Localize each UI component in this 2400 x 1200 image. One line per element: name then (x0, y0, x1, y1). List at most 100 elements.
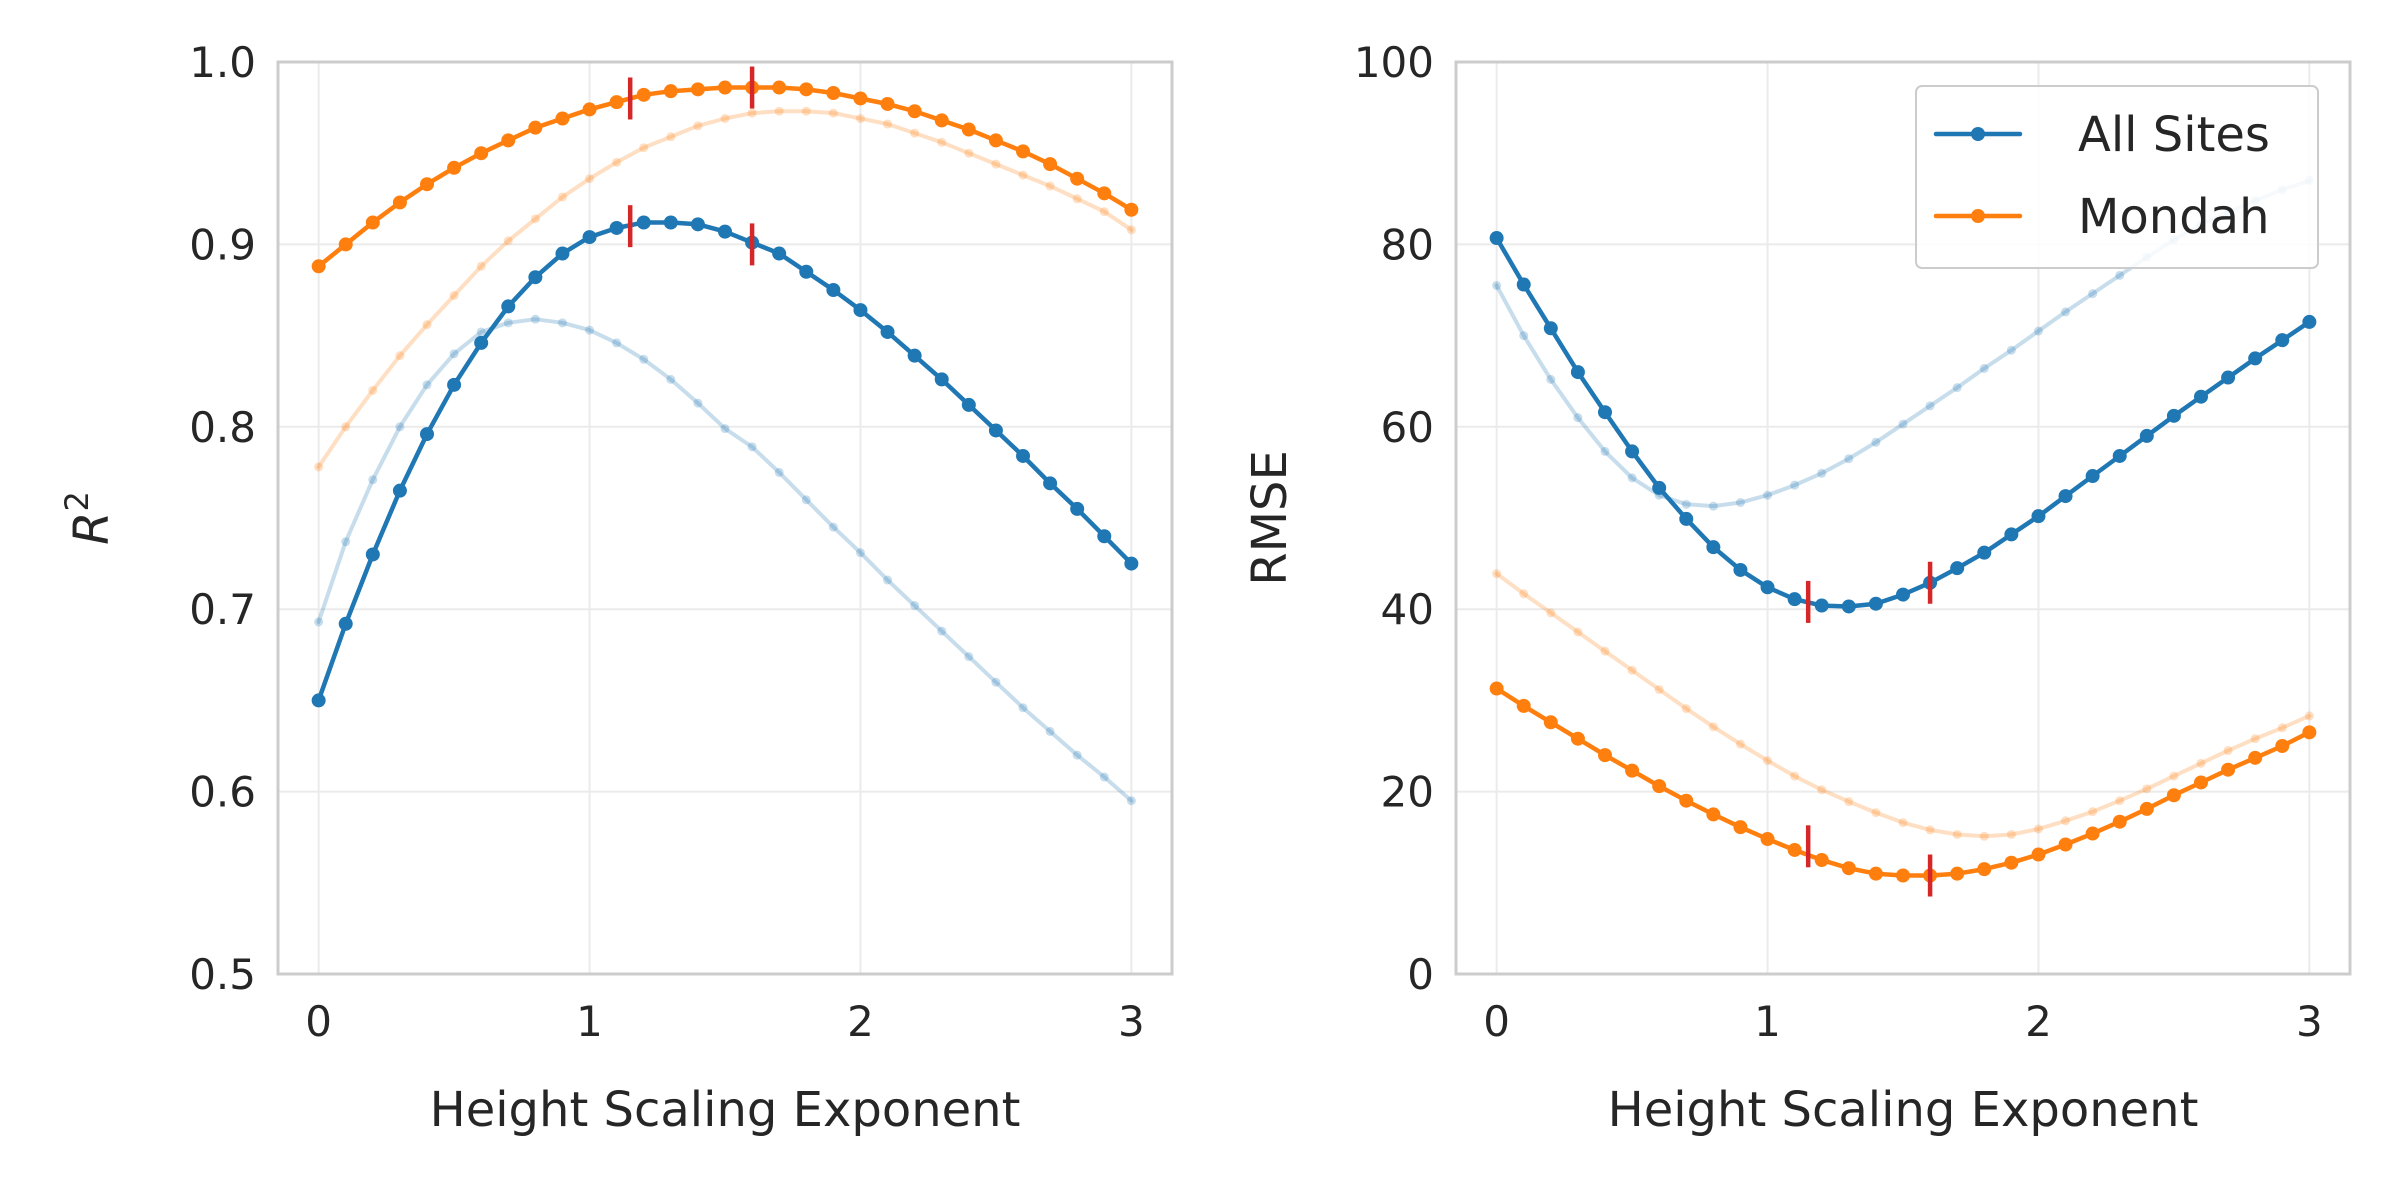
r2-all-sites-main-point (1124, 556, 1139, 571)
r2-all-sites-faded-point (801, 495, 811, 505)
legend-mondah-label: Mondah (2078, 189, 2270, 245)
rmse-all-sites-faded-point (1600, 446, 1610, 456)
r2-mondah-main-point (988, 133, 1003, 148)
r2-y-axis-label-base: R (64, 512, 120, 545)
r2-all-sites-faded-point (449, 349, 459, 359)
r2-all-sites-main-point (690, 217, 705, 232)
rmse-mondah-faded-point (1979, 831, 1989, 841)
rmse-all-sites-faded-point (2115, 270, 2125, 280)
r2-mondah-faded-point (314, 462, 324, 472)
r2-all-sites-faded-point (747, 442, 757, 452)
rmse-mondah-main-point (2112, 814, 2127, 829)
r2-mondah-faded-point (1099, 207, 1109, 217)
rmse-mondah-main-point (2221, 762, 2236, 777)
rmse-mondah-main-point (1570, 731, 1585, 746)
r2-mondah-main-point (826, 86, 841, 101)
rmse-mondah-faded-point (1654, 684, 1664, 694)
rmse-all-sites-main-point (2112, 448, 2127, 463)
r2-mondah-main-point (636, 87, 651, 102)
rmse-all-sites-main-point (1977, 545, 1992, 560)
r2-mondah-main-point (799, 82, 814, 97)
r2-mondah-faded-point (883, 119, 893, 129)
r2-all-sites-faded-line (316, 317, 1134, 803)
r2-series (311, 80, 1139, 806)
r2-mondah-faded-point (666, 132, 676, 142)
rmse-mondah-faded-point (1952, 829, 1962, 839)
r2-mondah-faded-point (612, 157, 622, 167)
rmse-all-sites-faded-point (1817, 468, 1827, 478)
r2-y-tick-label: 0.8 (189, 403, 256, 452)
r2-mondah-faded-point (530, 214, 540, 224)
rmse-all-sites-faded-point (1790, 480, 1800, 490)
r2-all-sites-main-point (392, 483, 407, 498)
rmse-all-sites-main-point (1706, 540, 1721, 555)
rmse-panel: 0 1 2 3 0 20 40 60 80 100 Height Scaling Exponent… (1242, 38, 2352, 1138)
r2-mondah-faded-point (1072, 194, 1082, 204)
rmse-all-sites-main-point (1733, 562, 1748, 577)
r2-all-sites-main-point (799, 264, 814, 279)
r2-all-sites-faded-point (666, 374, 676, 384)
rmse-x-tick-label: 1 (1754, 997, 1781, 1046)
rmse-all-sites-main-point (1516, 277, 1531, 292)
r2-mondah-faded-point (910, 128, 920, 138)
rmse-all-sites-faded-point (1735, 497, 1745, 507)
r2-y-axis-label: R2 (58, 491, 120, 545)
rmse-y-tick-label: 60 (1381, 403, 1434, 452)
r2-mondah-main-point (311, 259, 326, 274)
r2-mondah-faded-point (774, 106, 784, 116)
rmse-all-sites-faded-point (2006, 345, 2016, 355)
r2-all-sites-faded-point (828, 522, 838, 532)
r2-optimum-markers (627, 66, 755, 266)
rmse-mondah-main-point (2275, 739, 2290, 753)
r2-mondah-faded-point (720, 114, 730, 124)
rmse-mondah-faded-point (1708, 722, 1718, 732)
r2-all-sites-main-point (934, 372, 949, 387)
rmse-all-sites-main-point (2058, 489, 2073, 504)
r2-all-sites-main-point (609, 220, 624, 235)
r2-mondah-faded-point (476, 261, 486, 271)
rmse-all-sites-faded-point (2061, 307, 2071, 317)
r2-y-tick-label: 0.9 (189, 220, 256, 269)
rmse-mondah-faded-point (2196, 758, 2206, 768)
rmse-mondah-faded-point (1492, 569, 1502, 579)
r2-mondah-main-point (772, 80, 787, 95)
rmse-all-sites-main-point (2166, 408, 2181, 423)
rmse-all-sites-main-point (1652, 480, 1667, 495)
rmse-mondah-main-point (1787, 842, 1802, 857)
rmse-mondah-main-line (1494, 686, 2312, 878)
r2-all-sites-faded-point (1126, 796, 1136, 806)
rmse-all-sites-main-point (2004, 527, 2019, 542)
r2-x-tick-label: 0 (305, 997, 332, 1046)
rmse-mondah-main-point (2085, 826, 2100, 841)
r2-mondah-main-point (1070, 171, 1085, 186)
r2-all-sites-main-line (316, 220, 1134, 703)
rmse-all-sites-faded-point (1627, 473, 1637, 483)
r2-mondah-main-point (365, 215, 380, 230)
rmse-all-sites-faded-point (1925, 401, 1935, 411)
rmse-all-sites-faded-point (1898, 419, 1908, 429)
rmse-y-tick-label: 100 (1354, 38, 1434, 87)
rmse-mondah-faded-point (1519, 589, 1529, 599)
rmse-x-tick-label: 3 (2296, 997, 2323, 1046)
r2-y-tick-label: 1.0 (189, 38, 256, 87)
r2-all-sites-main-point (1097, 529, 1112, 544)
r2-mondah-main-point (501, 133, 516, 148)
rmse-mondah-faded-point (2223, 746, 2233, 756)
rmse-mondah-main-point (1896, 868, 1910, 883)
rmse-all-sites-main-point (1598, 405, 1612, 420)
rmse-x-tick-label: 0 (1483, 997, 1510, 1046)
r2-mondah-faded-point (341, 422, 351, 432)
r2-mondah-main-point (961, 122, 976, 137)
rmse-all-sites-main-point (2248, 351, 2263, 366)
r2-all-sites-faded-point (991, 677, 1001, 687)
r2-mondah-main-point (609, 95, 624, 110)
r2-all-sites-main-point (636, 215, 651, 230)
rmse-all-sites-main-point (1868, 596, 1883, 611)
legend-all-sites-label: All Sites (2078, 107, 2270, 163)
rmse-mondah-main-point (1598, 748, 1612, 763)
r2-all-sites-main-point (907, 348, 922, 363)
rmse-all-sites-main-point (1679, 511, 1694, 526)
r2-tick-labels: 0 1 2 3 0.5 0.6 0.7 0.8 0.9 1.0 (189, 38, 1145, 1046)
rmse-mondah-faded-point (2304, 711, 2314, 721)
rmse-all-sites-main-point (1896, 587, 1910, 602)
